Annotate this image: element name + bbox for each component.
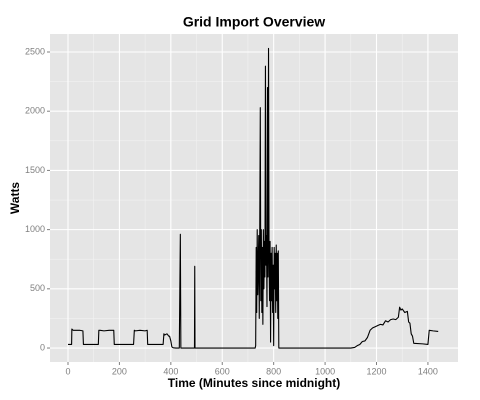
x-tick-label: 800 bbox=[266, 366, 281, 376]
y-tick-label: 2000 bbox=[25, 106, 45, 116]
y-tick-label: 2500 bbox=[25, 46, 45, 56]
plot-area bbox=[68, 47, 439, 349]
y-tick-label: 1500 bbox=[25, 165, 45, 175]
y-tick-label: 1000 bbox=[25, 224, 45, 234]
x-tick-label: 1000 bbox=[315, 366, 335, 376]
y-tick-label: 500 bbox=[30, 283, 45, 293]
data-line bbox=[68, 47, 439, 349]
chart-title: Grid Import Overview bbox=[183, 14, 325, 30]
x-tick-label: 200 bbox=[112, 366, 127, 376]
x-tick-label: 1400 bbox=[418, 366, 438, 376]
x-tick-label: 1200 bbox=[366, 366, 386, 376]
panel bbox=[50, 34, 458, 362]
x-axis-label: Time (Minutes since midnight) bbox=[168, 376, 340, 390]
y-tick-label: 0 bbox=[40, 342, 45, 352]
y-axis-label: Watts bbox=[8, 182, 22, 215]
x-tick-label: 0 bbox=[65, 366, 70, 376]
x-tick-label: 400 bbox=[163, 366, 178, 376]
grid bbox=[50, 34, 458, 362]
x-tick-label: 600 bbox=[215, 366, 230, 376]
